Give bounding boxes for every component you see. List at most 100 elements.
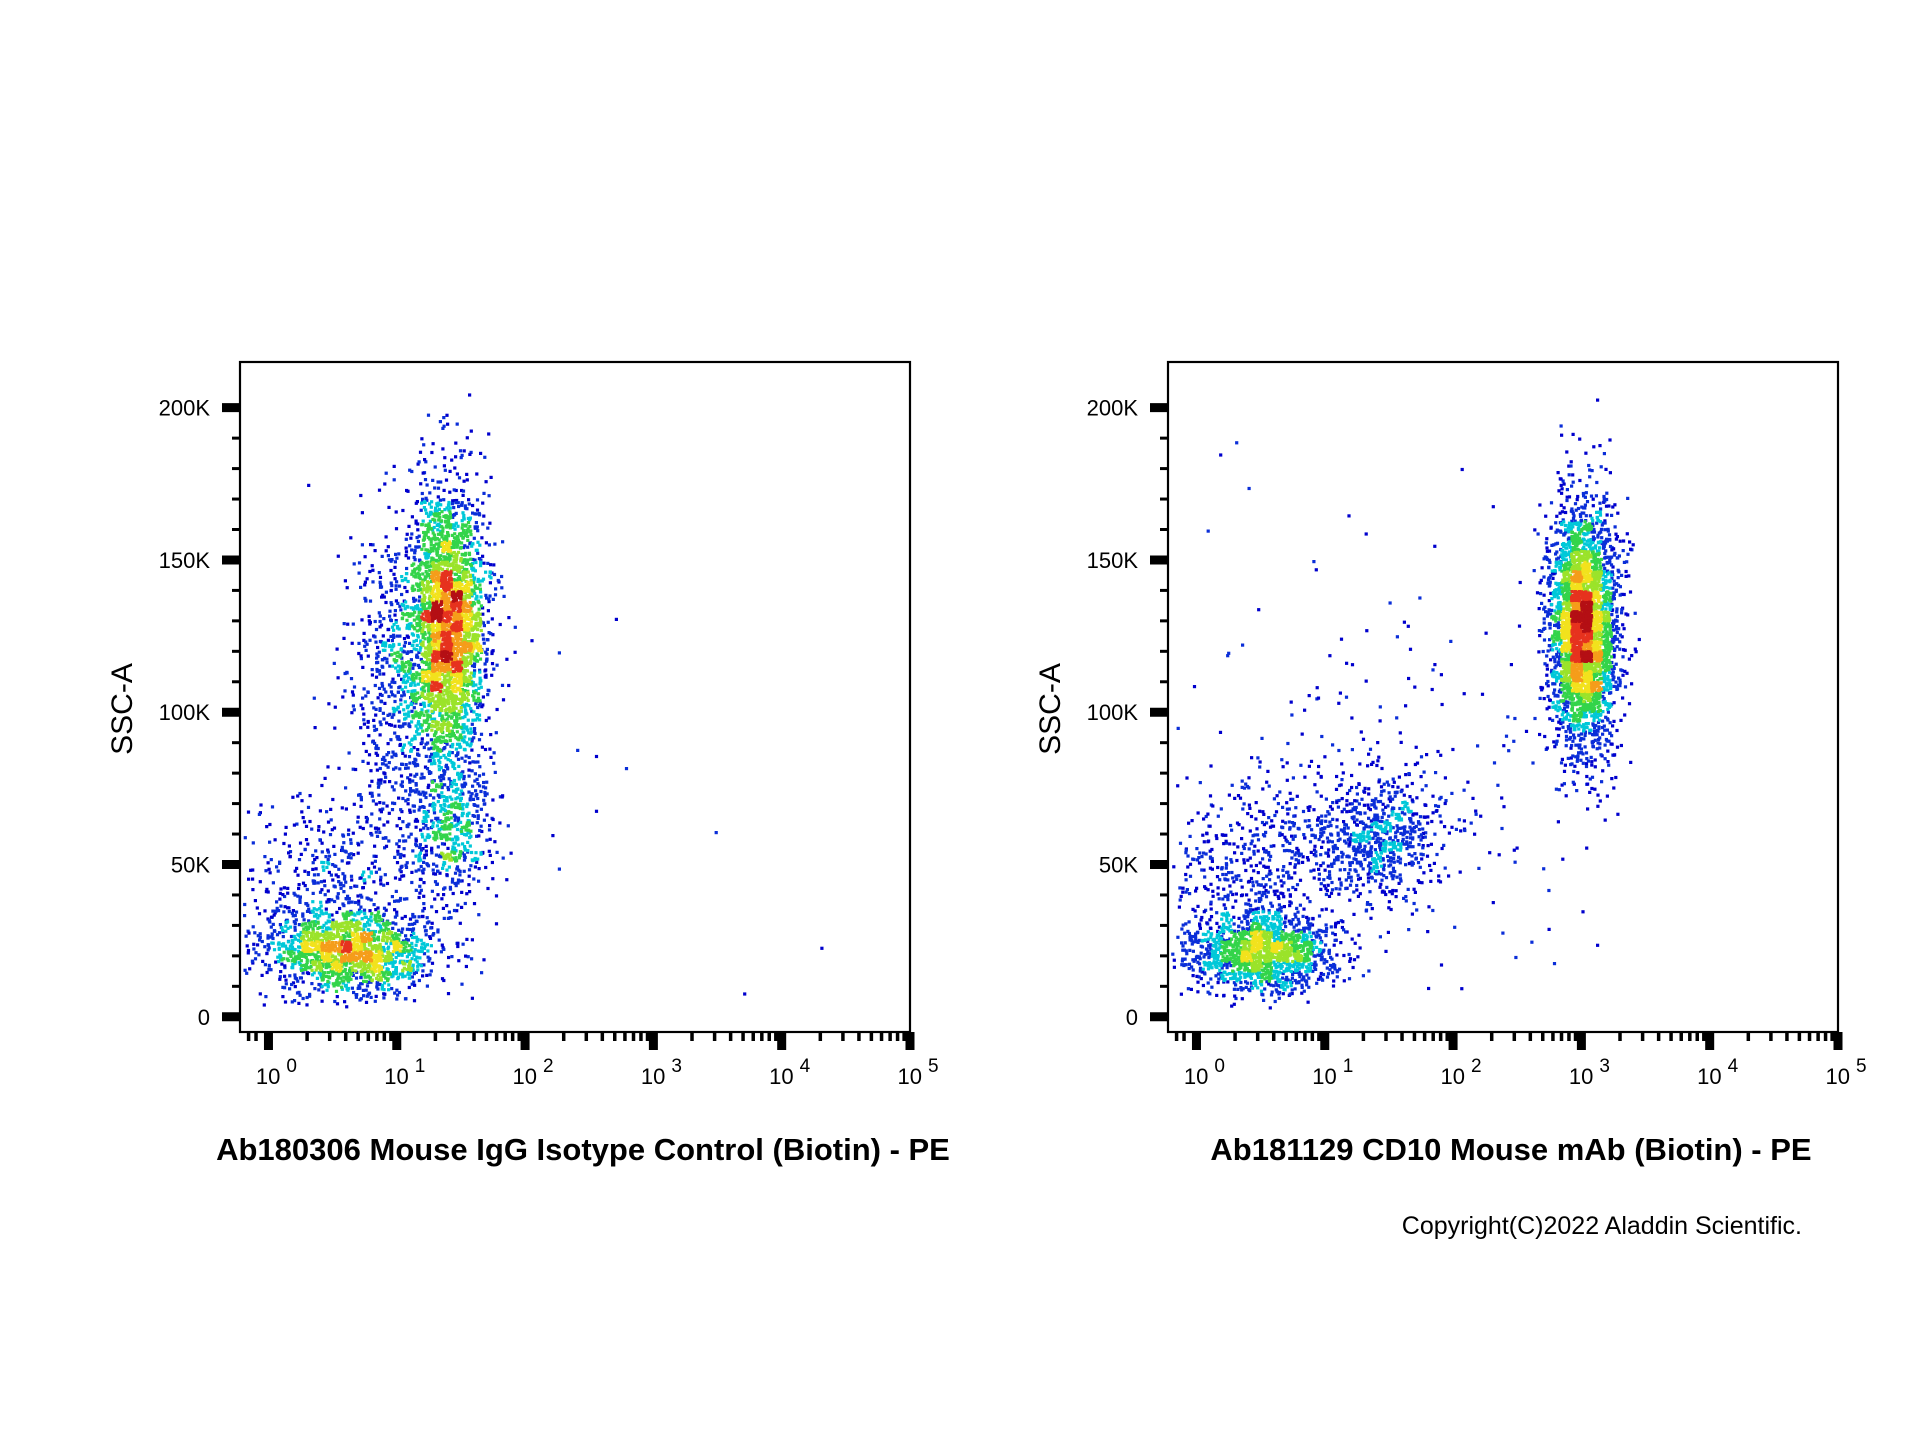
- event-point: [403, 578, 407, 582]
- event-point: [416, 748, 420, 752]
- event-point: [404, 789, 408, 793]
- event-point: [359, 654, 363, 658]
- event-point: [382, 933, 386, 937]
- event-point: [372, 880, 376, 884]
- event-point: [446, 503, 451, 507]
- event-point: [424, 460, 428, 464]
- event-point: [418, 676, 422, 680]
- event-point: [404, 554, 408, 558]
- event-point: [445, 537, 449, 541]
- event-point: [488, 574, 492, 578]
- event-point: [505, 878, 509, 882]
- event-point: [490, 860, 494, 865]
- event-point: [472, 536, 476, 540]
- event-point: [280, 926, 284, 930]
- event-point: [399, 648, 403, 652]
- event-point: [478, 616, 482, 621]
- event-point: [450, 729, 454, 733]
- event-point: [404, 600, 408, 604]
- event-point: [334, 873, 338, 877]
- event-point: [459, 725, 463, 729]
- event-point: [479, 852, 483, 856]
- event-point: [477, 686, 481, 690]
- event-point: [465, 613, 469, 617]
- event-point: [461, 511, 465, 515]
- event-point: [414, 943, 418, 947]
- event-point: [348, 900, 352, 904]
- event-point: [459, 456, 463, 460]
- event-point: [410, 692, 414, 696]
- event-point: [369, 871, 373, 875]
- event-point: [431, 696, 435, 700]
- event-point: [382, 717, 386, 721]
- event-point: [352, 708, 356, 712]
- event-point: [364, 1000, 369, 1004]
- event-point: [466, 545, 470, 549]
- event-point: [360, 511, 364, 515]
- event-point: [336, 934, 340, 938]
- event-point: [458, 853, 462, 858]
- event-point: [454, 747, 458, 751]
- event-point: [420, 437, 424, 441]
- event-point: [473, 760, 477, 764]
- event-point: [421, 974, 425, 978]
- event-point: [452, 762, 456, 766]
- event-point: [430, 728, 434, 732]
- event-point: [478, 612, 482, 616]
- event-point: [356, 950, 360, 954]
- event-point: [278, 975, 282, 979]
- event-point: [479, 732, 484, 736]
- event-point: [361, 665, 365, 669]
- event-point: [316, 966, 320, 970]
- event-point: [296, 954, 300, 958]
- event-point: [361, 968, 365, 972]
- event-point: [445, 717, 449, 721]
- event-point: [422, 826, 426, 830]
- event-point: [346, 855, 350, 859]
- event-point: [496, 578, 500, 583]
- event-point: [450, 673, 454, 677]
- event-point: [448, 694, 452, 698]
- event-point: [320, 783, 324, 788]
- event-point: [421, 633, 425, 637]
- event-point: [322, 879, 326, 883]
- event-point: [489, 755, 493, 759]
- event-point: [393, 724, 397, 728]
- event-point: [400, 694, 404, 698]
- event-point: [442, 424, 446, 428]
- event-point: [400, 656, 404, 660]
- event-point: [443, 544, 447, 549]
- event-point: [275, 900, 279, 904]
- event-point: [284, 982, 288, 986]
- event-point: [399, 870, 403, 874]
- event-point: [275, 933, 280, 937]
- event-point: [420, 547, 424, 551]
- event-point: [457, 540, 462, 544]
- event-point: [461, 842, 465, 846]
- event-point: [393, 932, 397, 936]
- event-point: [448, 670, 452, 674]
- event-point: [356, 815, 360, 819]
- event-point: [386, 951, 390, 955]
- event-point: [476, 816, 480, 820]
- event-point: [410, 709, 414, 713]
- event-point: [402, 693, 406, 697]
- event-point: [304, 955, 308, 959]
- event-point: [484, 541, 488, 545]
- event-point: [387, 928, 391, 932]
- event-point: [455, 498, 459, 503]
- event-point: [267, 968, 271, 972]
- event-point: [451, 542, 455, 546]
- event-point: [405, 955, 409, 959]
- event-point: [438, 420, 442, 424]
- event-point: [438, 871, 442, 875]
- event-point: [462, 784, 466, 788]
- event-point: [411, 584, 415, 588]
- event-point: [332, 884, 336, 888]
- event-point: [473, 569, 477, 573]
- event-point: [355, 921, 359, 925]
- event-point: [422, 902, 426, 906]
- event-point: [507, 616, 511, 620]
- event-point: [415, 607, 419, 611]
- event-point: [481, 772, 486, 776]
